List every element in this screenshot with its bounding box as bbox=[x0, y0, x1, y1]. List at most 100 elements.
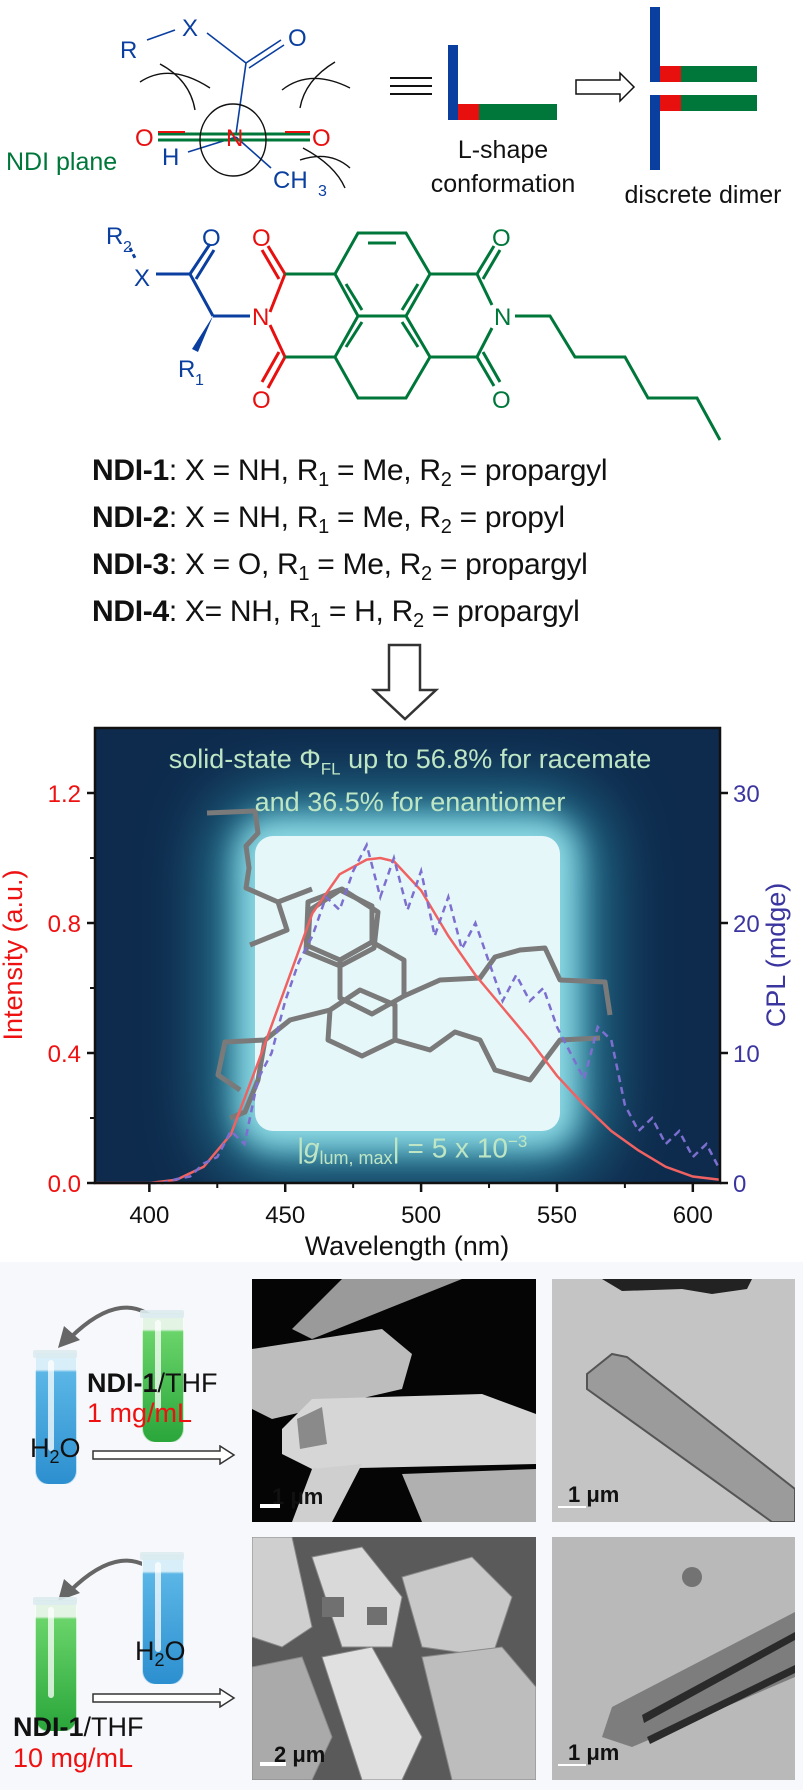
definition-text: = Me, R bbox=[328, 501, 441, 534]
crystal-glow bbox=[255, 836, 560, 1131]
l-shape-icon bbox=[448, 45, 557, 120]
cpl-series-line bbox=[149, 841, 722, 1185]
subscript: 1 bbox=[318, 469, 329, 491]
h-label: H bbox=[162, 144, 179, 171]
o-label: O bbox=[288, 25, 307, 52]
imide-o-label: O bbox=[252, 387, 271, 414]
scale-label: 1 μm bbox=[568, 1482, 620, 1507]
imide-o-label: O bbox=[492, 225, 511, 252]
definition-text: = Me, R bbox=[309, 548, 422, 581]
glum-annotation: |glum, max| = 5 x 10−3 bbox=[296, 1132, 528, 1168]
r-label: R bbox=[120, 37, 137, 64]
x-tick-label: 550 bbox=[537, 1202, 577, 1229]
compound-name: NDI-2 bbox=[92, 501, 169, 534]
ndi-solution-tube bbox=[140, 1310, 184, 1443]
compound-definition: NDI-1: X = NH, R1 = Me, R2 = propargyl bbox=[92, 454, 608, 491]
y-tick-label: 0.8 bbox=[48, 911, 81, 938]
imide-o-label: O bbox=[252, 225, 271, 252]
process-arrow-icon bbox=[92, 1445, 236, 1465]
plot-frame bbox=[93, 726, 722, 1185]
x-tick-label: 600 bbox=[673, 1202, 713, 1229]
water-tube bbox=[33, 1350, 77, 1485]
subscript: 2 bbox=[440, 469, 452, 491]
definition-text: = propargyl bbox=[451, 454, 608, 487]
hollow-arrow-icon bbox=[575, 71, 636, 103]
compound-definition: NDI-3: X = O, R1 = Me, R2 = propargyl bbox=[92, 548, 588, 585]
scale-bar bbox=[260, 1762, 286, 1766]
process-arrow-icon bbox=[92, 1688, 236, 1708]
concentration-label: 1 mg/mL bbox=[87, 1398, 193, 1428]
emission-cpl-chart: 400 450 500 550 600 0.0 0.4 0.8 1.2 0 10 20 30 Inten… bbox=[0, 726, 791, 1261]
r2-subscript: 2 bbox=[123, 239, 132, 256]
subscript: 1 bbox=[298, 563, 310, 585]
intensity-series-line bbox=[95, 856, 721, 1185]
definition-text: = Me, R bbox=[328, 454, 441, 487]
discrete-dimer-label: discrete dimer bbox=[625, 181, 782, 209]
crystal-structure-overlay bbox=[206, 808, 613, 1121]
o-left-label: O bbox=[135, 125, 154, 152]
concentration-label: 10 mg/mL bbox=[13, 1743, 134, 1773]
subscript: 2 bbox=[412, 610, 424, 632]
solution-label: NDI-1/THF bbox=[87, 1368, 218, 1398]
water-label: H2O bbox=[135, 1636, 186, 1670]
imide-n-label: N bbox=[252, 304, 269, 331]
scale-bar bbox=[260, 1504, 280, 1508]
definition-text: = H, R bbox=[320, 595, 413, 628]
ndi-plane-label: NDI plane bbox=[6, 148, 117, 176]
y-tick-label: 0.0 bbox=[48, 1171, 81, 1198]
ndi-solution-tube bbox=[33, 1597, 77, 1732]
x-axis-label: Wavelength (nm) bbox=[305, 1231, 510, 1261]
scale-bar bbox=[558, 1506, 586, 1508]
scale-bar bbox=[558, 1764, 586, 1766]
compound-definition: NDI-2: X = NH, R1 = Me, R2 = propyl bbox=[92, 501, 565, 538]
fluorescence-image-background bbox=[95, 728, 720, 1183]
imide-o-label: O bbox=[492, 387, 511, 414]
r1-label: R bbox=[178, 356, 195, 383]
water-label: H2O bbox=[30, 1433, 81, 1467]
x-tick-label: 400 bbox=[129, 1202, 169, 1229]
ch3-subscript: 3 bbox=[318, 183, 327, 200]
n-label: N bbox=[226, 125, 243, 152]
y2-tick-label: 20 bbox=[733, 911, 760, 938]
wedge-bond bbox=[192, 316, 213, 352]
dimer-icon bbox=[650, 7, 757, 170]
amide-o-label: O bbox=[202, 225, 221, 252]
x-tick-label: 500 bbox=[401, 1202, 441, 1229]
tem-image-row1: 1 μm bbox=[552, 1279, 795, 1522]
l-shape-label: L-shape bbox=[458, 136, 548, 164]
subscript: 2 bbox=[421, 563, 432, 585]
ndi-structure: R 2 X O R 1 O N O O N O bbox=[106, 223, 722, 441]
subscript: 1 bbox=[310, 610, 321, 632]
compound-name: NDI-3 bbox=[92, 548, 169, 581]
definition-text: = propargyl bbox=[431, 548, 588, 581]
y2-axis-label: CPL (mdge) bbox=[761, 883, 791, 1028]
y-axis-label: Intensity (a.u.) bbox=[0, 869, 28, 1040]
subscript: 1 bbox=[318, 516, 329, 538]
conformation-label: conformation bbox=[431, 170, 576, 198]
conformation-scheme: R X O O N O H CH 3 NDI plane L-shape con… bbox=[6, 7, 782, 209]
sem-image-row2: 2 μm bbox=[252, 1537, 536, 1780]
quantum-yield-annotation: solid-state ΦFL up to 56.8% for racemate bbox=[168, 744, 652, 779]
down-arrow-icon bbox=[370, 643, 440, 721]
definition-text: = propyl bbox=[451, 501, 565, 534]
subscript: 2 bbox=[440, 516, 452, 538]
y2-tick-label: 0 bbox=[733, 1171, 746, 1198]
definition-text: : X = O, R bbox=[168, 548, 299, 581]
x-tick-label: 450 bbox=[265, 1202, 305, 1229]
r2-label: R bbox=[106, 223, 123, 250]
x-label: X bbox=[182, 15, 198, 42]
r1-subscript: 1 bbox=[195, 372, 204, 389]
x-atom-label: X bbox=[134, 265, 150, 292]
y2-tick-label: 10 bbox=[733, 1041, 760, 1068]
y2-tick-label: 30 bbox=[733, 781, 760, 808]
definition-text: : X = NH, R bbox=[168, 501, 319, 534]
ch3-label: CH bbox=[273, 167, 308, 194]
definition-text: : X= NH, R bbox=[168, 595, 311, 628]
sem-image-row1: 1 μm bbox=[252, 1279, 536, 1522]
compound-name: NDI-4 bbox=[92, 595, 169, 628]
definition-text: : X = NH, R bbox=[168, 454, 319, 487]
scale-label: 2 μm bbox=[274, 1742, 326, 1767]
scale-label: 1 μm bbox=[568, 1740, 620, 1765]
y-tick-label: 0.4 bbox=[48, 1041, 81, 1068]
compound-name: NDI-1 bbox=[92, 454, 169, 487]
